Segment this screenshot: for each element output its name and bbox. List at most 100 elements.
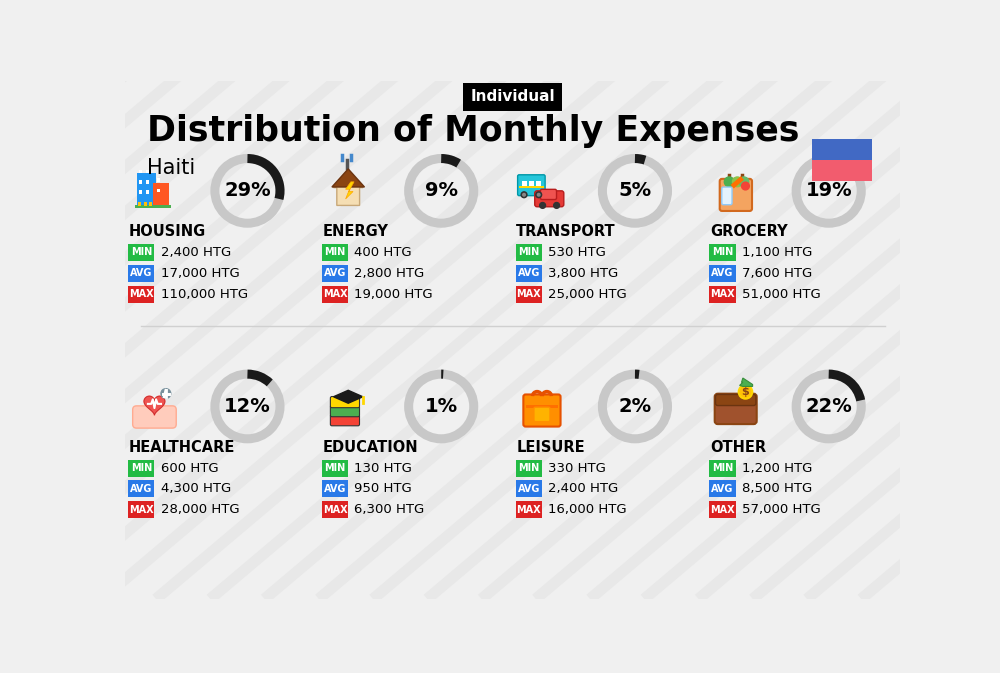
- FancyBboxPatch shape: [709, 481, 736, 497]
- Text: MAX: MAX: [516, 289, 541, 299]
- Text: AVG: AVG: [711, 484, 734, 494]
- Polygon shape: [740, 378, 753, 386]
- FancyBboxPatch shape: [146, 190, 149, 194]
- FancyBboxPatch shape: [157, 188, 160, 192]
- Text: 29%: 29%: [224, 181, 271, 201]
- Text: 2,400 HTG: 2,400 HTG: [548, 483, 618, 495]
- FancyBboxPatch shape: [149, 202, 152, 206]
- FancyBboxPatch shape: [138, 202, 141, 206]
- Text: 5%: 5%: [618, 181, 652, 201]
- FancyBboxPatch shape: [128, 501, 154, 518]
- Text: AVG: AVG: [324, 269, 346, 278]
- FancyBboxPatch shape: [709, 264, 736, 282]
- Circle shape: [554, 203, 560, 209]
- Text: MAX: MAX: [710, 289, 735, 299]
- Text: 2,800 HTG: 2,800 HTG: [354, 267, 425, 280]
- Text: 1,100 HTG: 1,100 HTG: [742, 246, 812, 259]
- FancyBboxPatch shape: [529, 181, 534, 187]
- Text: 51,000 HTG: 51,000 HTG: [742, 287, 821, 301]
- Text: AVG: AVG: [130, 484, 152, 494]
- Circle shape: [740, 387, 751, 397]
- FancyBboxPatch shape: [146, 180, 149, 184]
- Text: GROCERY: GROCERY: [710, 224, 788, 239]
- Text: MIN: MIN: [324, 463, 346, 473]
- Text: AVG: AVG: [518, 269, 540, 278]
- Text: MIN: MIN: [518, 248, 539, 258]
- FancyBboxPatch shape: [536, 181, 541, 187]
- Text: $: $: [742, 387, 749, 397]
- Text: 400 HTG: 400 HTG: [354, 246, 412, 259]
- Circle shape: [732, 177, 742, 186]
- FancyBboxPatch shape: [128, 460, 154, 476]
- FancyBboxPatch shape: [146, 170, 149, 174]
- Text: MAX: MAX: [323, 505, 347, 515]
- Text: MIN: MIN: [518, 463, 539, 473]
- FancyBboxPatch shape: [322, 501, 348, 518]
- Text: 950 HTG: 950 HTG: [354, 483, 412, 495]
- Text: LEISURE: LEISURE: [516, 439, 585, 455]
- Text: MAX: MAX: [129, 505, 154, 515]
- Text: MIN: MIN: [712, 463, 733, 473]
- Circle shape: [742, 182, 749, 190]
- FancyBboxPatch shape: [720, 179, 752, 211]
- FancyBboxPatch shape: [128, 244, 154, 261]
- FancyBboxPatch shape: [535, 191, 564, 207]
- Text: MAX: MAX: [129, 289, 154, 299]
- Text: 1,200 HTG: 1,200 HTG: [742, 462, 812, 474]
- FancyBboxPatch shape: [153, 183, 169, 207]
- Text: ENERGY: ENERGY: [323, 224, 388, 239]
- Circle shape: [540, 203, 546, 209]
- FancyBboxPatch shape: [518, 175, 545, 196]
- FancyBboxPatch shape: [709, 460, 736, 476]
- FancyBboxPatch shape: [133, 406, 176, 428]
- Text: AVG: AVG: [324, 484, 346, 494]
- FancyBboxPatch shape: [322, 285, 348, 303]
- Polygon shape: [144, 396, 165, 415]
- Polygon shape: [332, 169, 364, 187]
- Text: MIN: MIN: [712, 248, 733, 258]
- Text: 19,000 HTG: 19,000 HTG: [354, 287, 433, 301]
- Text: 28,000 HTG: 28,000 HTG: [161, 503, 239, 516]
- Text: 2%: 2%: [618, 397, 652, 416]
- FancyBboxPatch shape: [139, 170, 142, 174]
- Text: 2,400 HTG: 2,400 HTG: [161, 246, 231, 259]
- FancyBboxPatch shape: [516, 501, 542, 518]
- Text: 530 HTG: 530 HTG: [548, 246, 606, 259]
- Text: Distribution of Monthly Expenses: Distribution of Monthly Expenses: [147, 114, 799, 148]
- Text: MIN: MIN: [131, 463, 152, 473]
- Text: MIN: MIN: [324, 248, 346, 258]
- Text: Individual: Individual: [470, 90, 555, 104]
- Text: EDUCATION: EDUCATION: [323, 439, 418, 455]
- Circle shape: [738, 385, 753, 399]
- FancyBboxPatch shape: [322, 264, 348, 282]
- FancyBboxPatch shape: [709, 501, 736, 518]
- Circle shape: [724, 177, 734, 186]
- FancyBboxPatch shape: [128, 285, 154, 303]
- FancyBboxPatch shape: [330, 396, 360, 408]
- Polygon shape: [346, 182, 354, 199]
- FancyBboxPatch shape: [322, 481, 348, 497]
- FancyBboxPatch shape: [715, 394, 757, 424]
- Text: 57,000 HTG: 57,000 HTG: [742, 503, 821, 516]
- Text: 22%: 22%: [805, 397, 852, 416]
- FancyBboxPatch shape: [709, 285, 736, 303]
- Text: 330 HTG: 330 HTG: [548, 462, 606, 474]
- Circle shape: [739, 177, 749, 186]
- FancyBboxPatch shape: [526, 406, 558, 408]
- Polygon shape: [334, 172, 363, 205]
- FancyBboxPatch shape: [812, 139, 872, 160]
- FancyBboxPatch shape: [715, 394, 756, 406]
- Text: 17,000 HTG: 17,000 HTG: [161, 267, 239, 280]
- FancyBboxPatch shape: [523, 394, 561, 427]
- FancyBboxPatch shape: [135, 205, 171, 208]
- FancyBboxPatch shape: [534, 407, 550, 421]
- FancyBboxPatch shape: [128, 481, 154, 497]
- Text: MIN: MIN: [131, 248, 152, 258]
- Text: 600 HTG: 600 HTG: [161, 462, 218, 474]
- Text: 8,500 HTG: 8,500 HTG: [742, 483, 812, 495]
- Text: AVG: AVG: [711, 269, 734, 278]
- Polygon shape: [334, 390, 363, 403]
- Circle shape: [521, 192, 527, 198]
- FancyBboxPatch shape: [322, 244, 348, 261]
- FancyBboxPatch shape: [516, 460, 542, 476]
